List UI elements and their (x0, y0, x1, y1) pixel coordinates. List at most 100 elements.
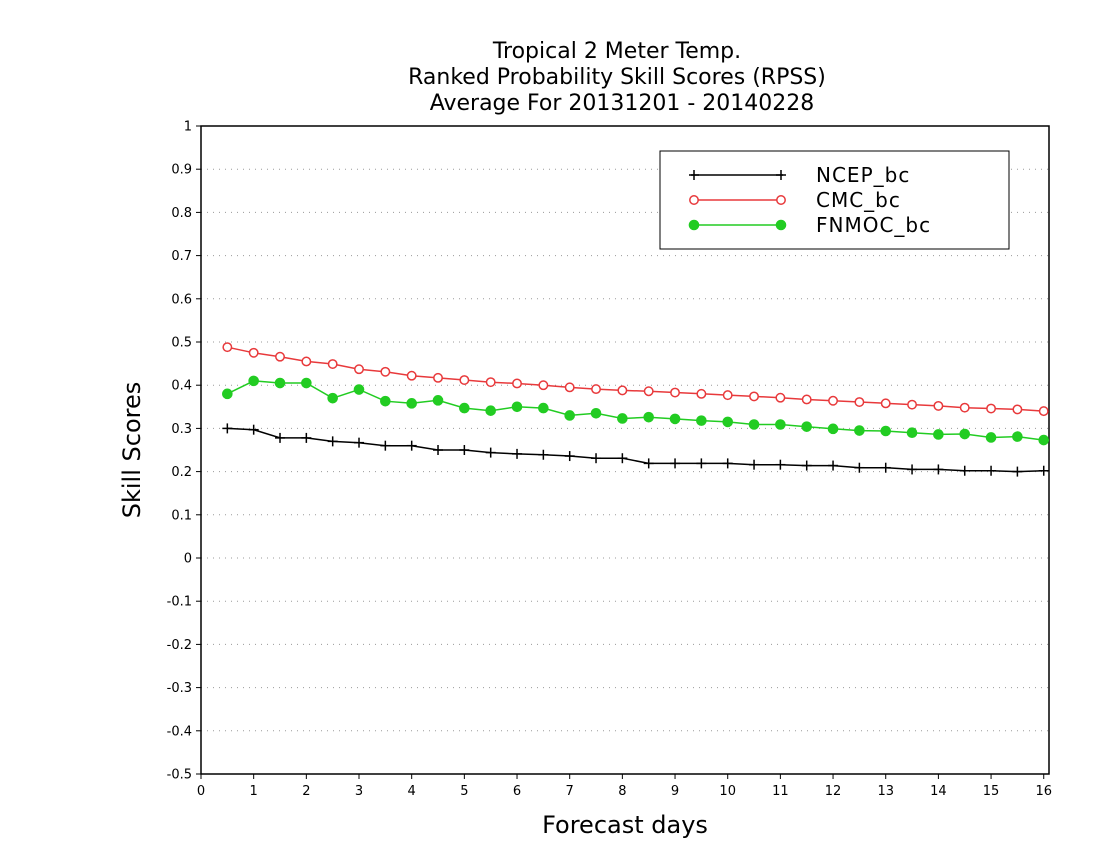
x-tick-label: 11 (772, 784, 789, 799)
data-point-fnmoc-bc (485, 405, 496, 416)
legend-marker (776, 195, 786, 205)
series-group (222, 342, 1050, 477)
series-ncep-bc (222, 423, 1049, 477)
data-point-cmc-bc (327, 359, 338, 369)
data-point-ncep-bc (591, 453, 602, 464)
data-point-fnmoc-bc (617, 413, 628, 424)
data-point-cmc-bc (485, 377, 496, 388)
series-line-fnmoc-bc (226, 380, 1044, 441)
data-point-ncep-bc (1012, 466, 1023, 477)
series-line-cmc-bc (227, 346, 1044, 412)
data-point-cmc-bc (643, 386, 654, 397)
data-point-ncep-bc (275, 432, 286, 443)
data-point-fnmoc-bc (353, 384, 365, 395)
series-line-ncep-bc (227, 427, 1044, 473)
y-tick-label: 0.5 (171, 336, 192, 351)
data-point-ncep-bc (301, 432, 312, 443)
data-point-cmc-bc (222, 342, 233, 353)
data-point-cmc-bc (749, 391, 759, 402)
data-point-fnmoc-bc (301, 377, 312, 389)
series-cmc-bc (222, 342, 1049, 417)
data-point-ncep-bc (406, 440, 417, 451)
data-point-fnmoc-bc (564, 410, 575, 421)
data-point-cmc-bc (433, 372, 443, 383)
data-point-cmc-bc (591, 384, 601, 395)
data-point-fnmoc-bc (775, 419, 786, 430)
data-point-ncep-bc (512, 448, 523, 459)
legend-marker (689, 195, 699, 205)
plot-frame (200, 125, 1050, 775)
data-point-fnmoc-bc (222, 388, 233, 400)
data-point-fnmoc-bc (590, 407, 602, 419)
y-tick-label: -0.5 (167, 768, 192, 783)
gridlines (201, 168, 1049, 732)
data-point-ncep-bc (248, 424, 259, 435)
data-point-cmc-bc (907, 399, 918, 410)
y-tick-label: 0.8 (171, 206, 192, 221)
data-point-ncep-bc (327, 436, 338, 447)
data-point-fnmoc-bc (248, 375, 259, 387)
x-tick-label: 7 (566, 784, 574, 799)
data-point-ncep-bc (775, 459, 786, 470)
data-point-fnmoc-bc (880, 425, 892, 437)
chart-title: Tropical 2 Meter Temp. Ranked Probabilit… (408, 39, 826, 116)
data-point-fnmoc-bc (827, 423, 839, 435)
data-point-fnmoc-bc (538, 402, 549, 414)
x-tick-label: 15 (983, 784, 1000, 799)
data-point-ncep-bc (354, 437, 365, 448)
data-point-ncep-bc (854, 462, 865, 473)
x-tick-label: 5 (460, 784, 468, 799)
data-point-ncep-bc (696, 458, 707, 469)
y-tick-label: 0.6 (171, 292, 192, 307)
data-point-ncep-bc (986, 465, 997, 476)
x-tick-label: 16 (1035, 784, 1052, 799)
y-tick-label: -0.3 (167, 681, 192, 696)
data-point-cmc-bc (617, 385, 628, 396)
data-point-cmc-bc (1038, 406, 1049, 417)
data-point-cmc-bc (248, 347, 259, 358)
data-point-ncep-bc (880, 462, 891, 473)
legend-item-ncep-bc: NCEP_bc (689, 163, 909, 187)
x-tick-label: 3 (355, 784, 363, 799)
y-tick-label: 0.3 (171, 422, 192, 437)
data-point-fnmoc-bc (274, 377, 286, 389)
data-point-cmc-bc (828, 395, 838, 406)
y-tick-label: 0.1 (171, 508, 192, 523)
data-point-cmc-bc (354, 364, 364, 375)
y-tick-label: -0.1 (167, 595, 192, 610)
data-point-cmc-bc (775, 392, 786, 403)
data-point-ncep-bc (222, 423, 233, 434)
data-point-fnmoc-bc (459, 402, 470, 414)
data-point-cmc-bc (801, 394, 812, 405)
x-tick-label: 14 (930, 784, 947, 799)
legend-marker (776, 170, 786, 180)
data-point-ncep-bc (828, 460, 839, 471)
data-point-ncep-bc (643, 458, 654, 469)
data-point-cmc-bc (564, 382, 575, 393)
data-point-fnmoc-bc (722, 416, 734, 428)
x-axis: 0 1 2 3 4 5 6 7 8 9 10 11 12 13 14 15 16 (197, 774, 1052, 799)
data-point-cmc-bc (959, 402, 970, 413)
x-tick-label: 0 (197, 784, 205, 799)
data-point-ncep-bc (749, 459, 760, 470)
data-point-fnmoc-bc (1012, 431, 1023, 442)
data-point-ncep-bc (433, 445, 444, 455)
y-tick-label: 0.9 (171, 163, 192, 178)
legend-marker (775, 219, 787, 231)
data-point-cmc-bc (986, 403, 997, 414)
data-point-fnmoc-bc (854, 425, 865, 436)
data-point-fnmoc-bc (406, 398, 417, 409)
data-point-ncep-bc (538, 449, 549, 460)
y-tick-label: -0.2 (167, 638, 192, 653)
legend-item-fnmoc-bc: FNMOC_bc (688, 213, 930, 237)
x-tick-label: 13 (877, 784, 894, 799)
data-point-cmc-bc (406, 370, 417, 381)
x-tick-label: 10 (719, 784, 736, 799)
data-point-ncep-bc (617, 453, 628, 464)
y-tick-label: 0 (184, 552, 192, 567)
y-axis-label: Skill Scores (118, 382, 146, 519)
y-axis: -0.5 -0.4 -0.3 -0.2 -0.1 0 0.1 0.2 0.3 0.4 0.5 0.6 0… (167, 120, 201, 783)
data-point-cmc-bc (880, 398, 891, 409)
data-point-fnmoc-bc (906, 427, 918, 439)
